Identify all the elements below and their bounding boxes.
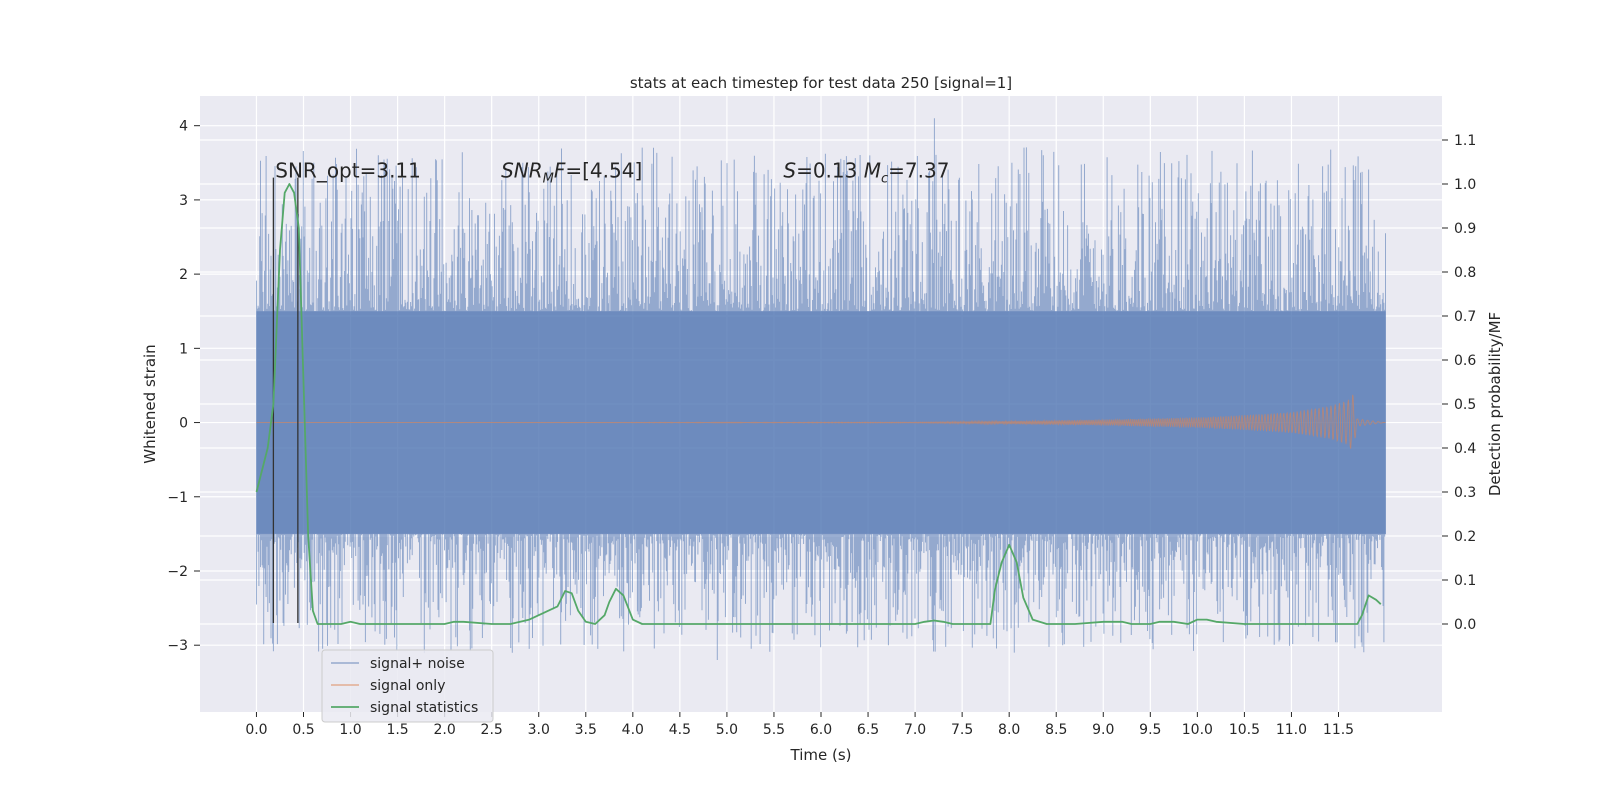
annotation-part: M <box>864 159 881 183</box>
y-right-tick-label: 0.5 <box>1454 397 1476 413</box>
x-tick-label: 10.0 <box>1182 722 1213 738</box>
x-tick-label: 3.5 <box>575 722 597 738</box>
legend-label-signal-statistics: signal statistics <box>370 700 478 716</box>
x-tick-label: 7.5 <box>951 722 973 738</box>
legend-label-signal-only: signal only <box>370 678 445 694</box>
annotation-1: SNRMF=[4.54] <box>501 159 642 187</box>
x-tick-label: 2.5 <box>481 722 503 738</box>
y-tick-label: 0 <box>179 416 188 432</box>
y-tick-label: −2 <box>167 564 188 580</box>
annotation-part: M <box>543 172 554 187</box>
signal-noise-trace <box>256 118 1386 660</box>
y-right-tick-label: 0.1 <box>1454 573 1476 589</box>
signal-layer <box>256 394 1386 449</box>
y-right-tick-label: 0.7 <box>1454 309 1476 325</box>
x-tick-layer: 0.0 0.5 1.0 1.5 2.0 2.5 3.0 3.5 4.0 4.5 5.0 5.5 6.0 6… <box>245 712 1354 738</box>
chart-title: stats at each timestep for test data 250… <box>630 74 1012 92</box>
y-tick-label: −3 <box>167 638 188 654</box>
annotation-part: F <box>554 159 566 183</box>
x-axis-label: Time (s) <box>790 746 852 764</box>
signal-only-trace <box>256 394 1386 449</box>
x-tick-label: 4.0 <box>622 722 644 738</box>
y-right-tick-layer: 0.0 0.1 0.2 0.3 0.4 0.5 0.6 0.7 0.8 0.9 1.0 1.1 <box>1442 133 1476 633</box>
signal-statistics-line <box>255 183 1382 625</box>
y-tick-label: 1 <box>179 341 188 357</box>
annotation-part: =[4.54] <box>565 159 642 183</box>
legend-label-signal-noise: signal+ noise <box>370 656 465 672</box>
annotation-2: S=0.13 Mc=7.37 <box>783 159 949 187</box>
y-right-tick-label: 0.2 <box>1454 529 1476 545</box>
x-tick-label: 2.0 <box>434 722 456 738</box>
x-tick-label: 3.0 <box>528 722 550 738</box>
y-right-axis-label: Detection probability/MF <box>1486 312 1504 496</box>
y-right-tick-label: 0.9 <box>1454 221 1476 237</box>
x-tick-label: 11.5 <box>1323 722 1354 738</box>
y-axis-label: Whitened strain <box>141 344 159 463</box>
x-tick-label: 10.5 <box>1229 722 1260 738</box>
x-tick-label: 8.0 <box>998 722 1020 738</box>
x-tick-label: 6.0 <box>810 722 832 738</box>
x-tick-label: 6.5 <box>857 722 879 738</box>
x-tick-label: 9.0 <box>1092 722 1114 738</box>
stat-layer <box>255 183 1382 625</box>
x-tick-label: 5.5 <box>763 722 785 738</box>
legend: signal+ noise signal only signal statist… <box>321 649 494 723</box>
x-tick-label: 5.0 <box>716 722 738 738</box>
annotation-part: SNR <box>501 159 543 183</box>
y-right-tick-label: 1.0 <box>1454 177 1476 193</box>
x-tick-label: 0.5 <box>292 722 314 738</box>
y-right-tick-label: 0.4 <box>1454 441 1476 457</box>
y-right-tick-label: 0.8 <box>1454 265 1476 281</box>
x-tick-label: 0.0 <box>245 722 267 738</box>
y-tick-label: 3 <box>179 193 188 209</box>
annotation-layer: SNR_opt=3.11 SNRMF=[4.54] S=0.13 Mc=7.37 <box>275 159 949 187</box>
y-tick-layer: −3 −2 −1 0 1 2 3 4 <box>167 119 200 654</box>
x-tick-label: 11.0 <box>1276 722 1307 738</box>
y-right-tick-label: 0.6 <box>1454 353 1476 369</box>
x-tick-label: 7.0 <box>904 722 926 738</box>
annotation-part: c <box>881 172 888 187</box>
y-right-tick-label: 0.3 <box>1454 485 1476 501</box>
x-tick-label: 1.0 <box>339 722 361 738</box>
y-tick-label: −1 <box>167 490 188 506</box>
x-tick-label: 9.5 <box>1139 722 1161 738</box>
y-tick-label: 2 <box>179 267 188 283</box>
x-tick-label: 4.5 <box>669 722 691 738</box>
annotation-part: =0.13 <box>796 159 864 183</box>
y-right-tick-label: 0.0 <box>1454 617 1476 633</box>
x-tick-label: 8.5 <box>1045 722 1067 738</box>
y-tick-label: 4 <box>179 119 188 135</box>
annotation-part: =7.37 <box>888 159 949 183</box>
legend-box <box>321 649 494 723</box>
annotation-part: SNR_opt=3.11 <box>275 159 421 183</box>
annotation-0: SNR_opt=3.11 <box>275 159 421 183</box>
annotation-part: S <box>783 159 796 183</box>
x-tick-label: 1.5 <box>386 722 408 738</box>
y-right-tick-label: 1.1 <box>1454 133 1476 149</box>
